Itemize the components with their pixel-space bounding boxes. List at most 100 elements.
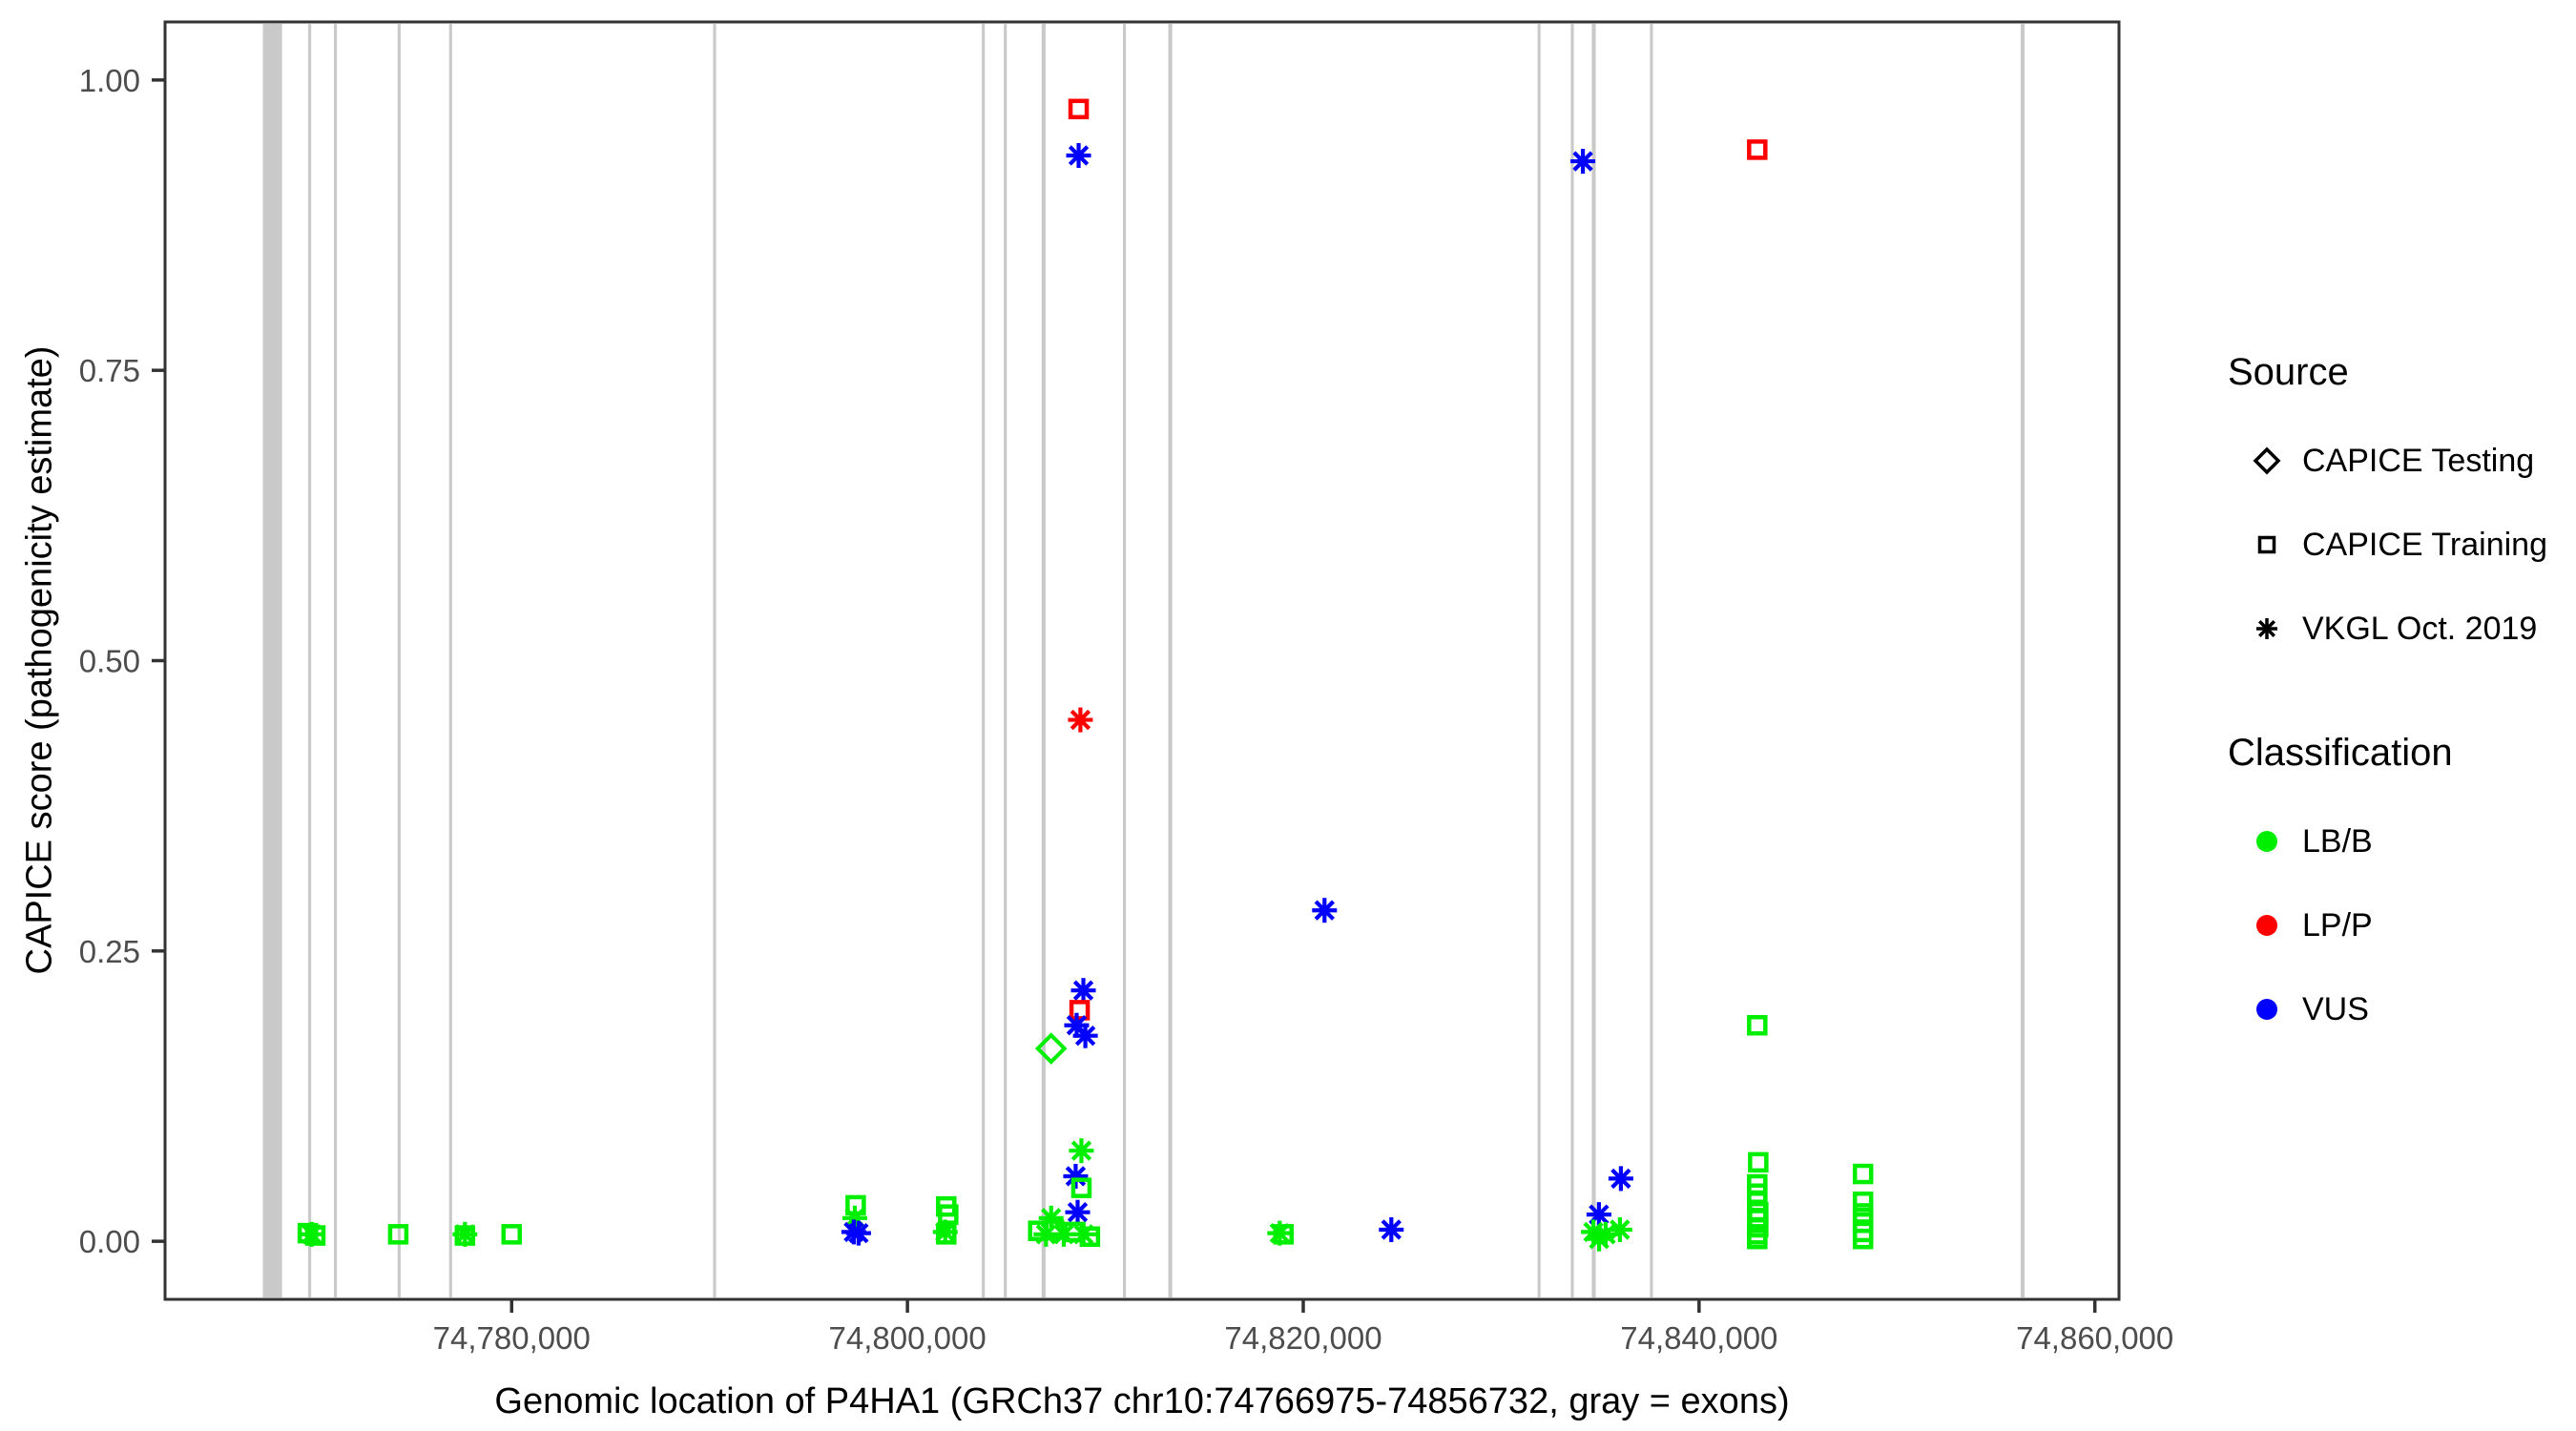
asterisk-arm [1572,151,1593,172]
vkgl-asterisk-icon [2256,618,2277,639]
exon-bar [1004,24,1008,1297]
asterisk-arm [1068,145,1090,166]
legend-key-icon [2228,904,2289,946]
legend-item-label: CAPICE Testing [2302,442,2535,479]
exon-bar [1650,24,1653,1297]
data-point-asterisk [1070,978,1096,1004]
asterisk-arm [1610,1168,1631,1190]
dot-icon [2256,831,2277,852]
asterisk-arm [1074,1026,1096,1047]
exon-bar [1123,24,1127,1297]
legend-classification-items: LB/B LP/P VUS [2228,799,2571,1051]
dot-icon [2256,999,2277,1020]
data-point-asterisk [845,1220,871,1246]
legend-item-classification-0: LB/B [2228,799,2571,883]
data-point-asterisk [1072,1023,1098,1048]
data-point-square [938,1204,959,1225]
data-point-square [1852,1228,1874,1250]
exon-bar [982,24,986,1297]
asterisk-arm [1067,1202,1089,1223]
data-point-square [1747,1228,1768,1250]
y-tick-label: 0.50 [79,644,140,679]
legend-item-classification-1: LP/P [2228,883,2571,967]
data-point-square [454,1225,476,1246]
asterisk-arm [848,1222,869,1244]
exon-bar [1591,24,1596,1297]
legend-item-label: LP/P [2302,906,2373,944]
data-point-square [1273,1224,1294,1245]
x-tick-label: 74,860,000 [2016,1320,2173,1356]
exon-bar [448,24,452,1297]
classification-dot-icon [2256,915,2277,936]
classification-dot-icon [2256,999,2277,1020]
exon-bar [333,24,338,1297]
data-point-square [1747,1014,1768,1036]
data-point-square [501,1224,523,1245]
legend-item-label: LB/B [2302,822,2373,860]
legend-item-classification-2: VUS [2228,967,2571,1051]
plot-panel [165,22,2119,1299]
data-point-asterisk [1069,1138,1094,1164]
data-point-asterisk [299,1221,324,1247]
y-axis-title: CAPICE score (pathogenicity estimate) [19,345,60,975]
classification-dot-icon [2256,831,2277,852]
legend-classification-title: Classification [2228,732,2453,774]
x-tick-label: 74,840,000 [1620,1320,1777,1356]
legend-gap [2228,671,2571,732]
data-point-square [387,1224,409,1245]
dot-icon [2256,915,2277,936]
legend-key-icon [2228,440,2289,482]
asterisk-arm [1072,980,1094,1001]
asterisk-arm [2257,619,2276,638]
y-tick-label: 0.25 [79,934,140,969]
legend-item-label: VKGL Oct. 2019 [2302,610,2538,647]
exon-bar [1570,24,1574,1297]
exon-bar [262,24,282,1297]
asterisk-arm [1065,1166,1087,1187]
data-point-asterisk [1607,1216,1632,1242]
data-point-asterisk [1063,1163,1089,1189]
legend-key-icon [2228,820,2289,862]
legend: Source CAPICE Testing CAPICE Training VKGL… [2228,351,2571,1051]
legend-item-source-0: CAPICE Testing [2228,419,2571,503]
exon-bar [1041,24,1046,1297]
legend-source-title: Source [2228,351,2349,393]
data-point-asterisk [1066,142,1091,168]
legend-item-source-2: VKGL Oct. 2019 [2228,587,2571,671]
exon-bar [1537,24,1541,1297]
data-point-asterisk [1587,1226,1612,1252]
asterisk-arm [1381,1219,1402,1240]
legend-source-items: CAPICE Testing CAPICE Training VKGL Oct. 2… [2228,419,2571,671]
exon-bar [713,24,717,1297]
exon-bar [2020,24,2025,1297]
data-point-square [1852,1163,1874,1185]
data-point-square [1070,1177,1092,1198]
data-point-asterisk [1065,1199,1091,1225]
data-point-asterisk [1312,898,1338,923]
asterisk-arm [1070,1140,1092,1161]
asterisk-arm [1610,1219,1631,1240]
capice-training-square-icon [2257,535,2276,554]
asterisk-arm [844,1208,865,1229]
exon-bar [308,24,312,1297]
square-icon [2257,535,2276,554]
y-tick-label: 0.75 [79,353,140,388]
x-tick-label: 74,820,000 [1224,1320,1381,1356]
data-point-asterisk [1570,149,1596,175]
asterisk-icon [2256,618,2277,639]
legend-item-label: CAPICE Training [2302,526,2547,563]
data-point-diamond [1034,1032,1068,1065]
data-point-square [1079,1226,1101,1248]
data-point-asterisk [1379,1216,1404,1242]
legend-item-label: VUS [2302,990,2369,1027]
data-point-asterisk [1608,1166,1633,1192]
x-tick-label: 74,800,000 [829,1320,987,1356]
y-tick-label: 0.00 [79,1224,140,1259]
capice-testing-diamond-icon [2253,446,2281,475]
legend-key-icon [2228,988,2289,1030]
data-point-square [1069,1000,1091,1021]
legend-item-source-1: CAPICE Training [2228,503,2571,587]
data-point-square [936,1224,957,1245]
asterisk-arm [1314,900,1335,921]
